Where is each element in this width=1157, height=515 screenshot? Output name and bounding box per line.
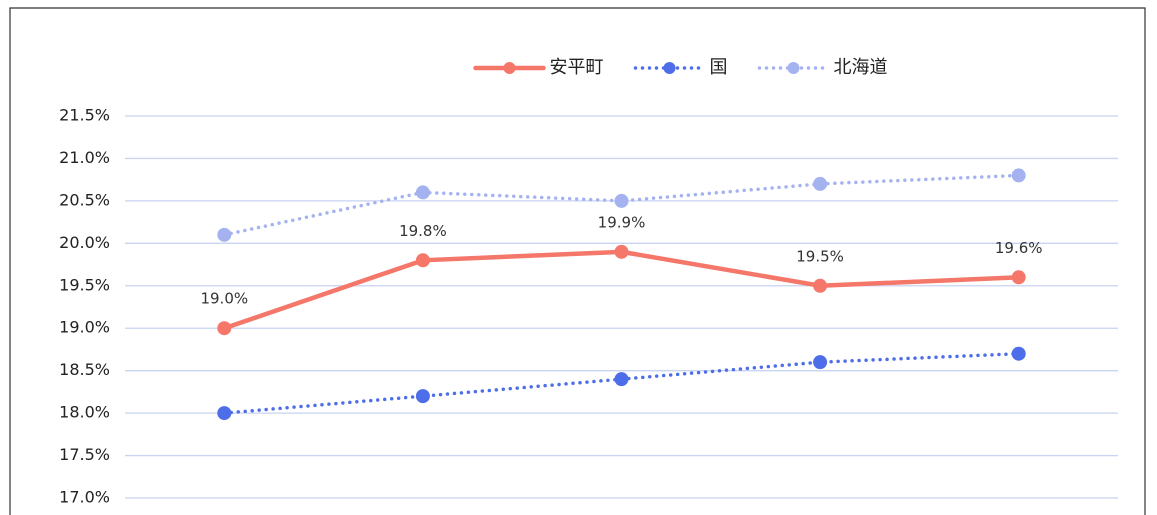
data-point (614, 244, 629, 259)
legend: 安平町 国 北海道 (473, 57, 888, 78)
legend-label: 北海道 (834, 57, 888, 78)
legend-marker (787, 62, 800, 74)
data-point (813, 176, 828, 191)
legend-label: 安平町 (550, 57, 604, 78)
data-point (1011, 270, 1026, 285)
data-point (217, 321, 232, 336)
data-point (217, 227, 232, 242)
plot: 19.0% 19.8% 19.9% 19.5% 19.6% (200, 168, 1043, 421)
data-point (415, 185, 430, 200)
data-point (217, 406, 232, 421)
data-point (813, 355, 828, 370)
data-label: 19.5% (796, 247, 844, 265)
y-tick-label: 19.5% (59, 275, 110, 294)
data-point (415, 389, 430, 404)
y-tick-label: 18.5% (59, 360, 110, 379)
legend-marker (503, 62, 516, 74)
data-point (1011, 346, 1026, 361)
data-point (415, 253, 430, 268)
y-tick-label: 19.0% (59, 318, 110, 337)
legend-marker (663, 62, 676, 74)
y-tick-label: 20.0% (59, 233, 110, 252)
data-point (813, 278, 828, 293)
legend-label: 国 (710, 57, 728, 78)
y-tick-label: 21.5% (59, 106, 110, 125)
grid: 17.0% 17.5% 18.0% 18.5% 19.0% 19.5% 20.0% 20.5%… (59, 106, 1118, 507)
data-label: 19.0% (200, 290, 248, 308)
data-point (614, 372, 629, 387)
data-label: 19.9% (598, 213, 646, 231)
series-line (222, 249, 1021, 331)
frame (9, 7, 1146, 515)
y-tick-label: 17.0% (59, 488, 110, 507)
data-label: 19.8% (399, 222, 447, 240)
data-point (1011, 168, 1026, 183)
data-label: 19.6% (995, 239, 1043, 257)
data-point (614, 193, 629, 208)
y-tick-label: 17.5% (59, 445, 110, 464)
y-tick-label: 20.5% (59, 190, 110, 209)
y-tick-label: 21.0% (59, 148, 110, 167)
y-tick-label: 18.0% (59, 403, 110, 422)
